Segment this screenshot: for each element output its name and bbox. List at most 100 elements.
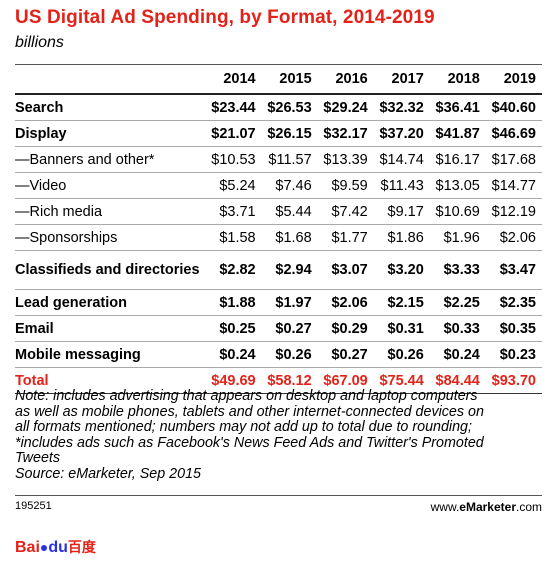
table-row: Search $23.44 $26.53 $29.24 $32.32 $36.41 $40.… (15, 94, 542, 121)
table-cell: $93.70 (485, 367, 542, 394)
table-row: Lead generation $1.88 $1.97 $2.06 $2.15 $2.25… (15, 289, 542, 316)
table-cell: $9.17 (373, 198, 430, 225)
chart-title: US Digital Ad Spending, by Format, 2014-… (15, 7, 435, 28)
note-line: *includes ads such as Facebook's News Fe… (15, 434, 484, 451)
table-cell: $67.09 (317, 367, 374, 394)
table-cell: $7.42 (317, 198, 374, 225)
row-label: —Rich media (15, 198, 206, 225)
watermark-bai: Bai (15, 539, 40, 556)
table-cell: $2.06 (485, 224, 542, 251)
table-cell: $32.32 (373, 94, 430, 121)
table-cell: $0.27 (261, 315, 318, 342)
column-header: 2018 (429, 64, 486, 95)
table-cell: $0.33 (429, 315, 486, 342)
column-header: 2015 (261, 64, 318, 95)
table-cell: $14.77 (485, 172, 542, 199)
row-label: Search (15, 94, 206, 121)
table-body: Search $23.44 $26.53 $29.24 $32.32 $36.41 $40.… (15, 94, 542, 394)
table-cell: $2.35 (485, 289, 542, 316)
table-cell: $32.17 (317, 120, 374, 147)
table-cell: $0.23 (485, 341, 542, 368)
table-cell: $41.87 (429, 120, 486, 147)
table-cell: $49.69 (205, 367, 262, 394)
table-cell: $1.88 (205, 289, 262, 316)
table-cell: $0.24 (205, 341, 262, 368)
table-cell: $3.47 (485, 250, 542, 290)
row-label: Lead generation (15, 289, 206, 316)
baidu-watermark: Bai●du百度 (15, 537, 96, 557)
table-cell: $10.69 (429, 198, 486, 225)
table-cell: $9.59 (317, 172, 374, 199)
table-cell: $1.68 (261, 224, 318, 251)
site-suffix: .com (515, 500, 542, 514)
row-label: Display (15, 120, 206, 147)
table-cell: $12.19 (485, 198, 542, 225)
table-cell: $2.82 (205, 250, 262, 290)
row-label: Email (15, 315, 206, 342)
note-line: Note: includes advertising that appears … (15, 388, 478, 404)
note-line: Tweets (15, 450, 61, 467)
table-cell: $84.44 (429, 367, 486, 394)
table-cell: $29.24 (317, 94, 374, 121)
table-cell: $26.53 (261, 94, 318, 121)
table-cell: $7.46 (261, 172, 318, 199)
row-label: —Video (15, 172, 206, 199)
header-row: 2014 2015 2016 2017 2018 2019 (15, 64, 542, 95)
table-cell: $75.44 (373, 367, 430, 394)
table-cell: $3.07 (317, 250, 374, 290)
table-cell: $0.25 (205, 315, 262, 342)
site-url: www.eMarketer.com (431, 500, 542, 514)
table-cell: $5.44 (261, 198, 318, 225)
watermark-du: du (48, 539, 68, 556)
table-cell: $10.53 (205, 146, 262, 173)
table-cell: $37.20 (373, 120, 430, 147)
table-cell: $26.15 (261, 120, 318, 147)
table-cell: $0.24 (429, 341, 486, 368)
footnote: Note: includes advertising that appears … (15, 388, 545, 483)
table-row: —Sponsorships $1.58 $1.68 $1.77 $1.86 $1.96 $2… (15, 224, 542, 251)
table-cell: $14.74 (373, 146, 430, 173)
table-cell: $0.26 (373, 341, 430, 368)
column-header: 2017 (373, 64, 430, 95)
source-line: Source: eMarketer, Sep 2015 (15, 465, 201, 482)
table-cell: $3.33 (429, 250, 486, 290)
table-row: Classifieds and directories $2.82 $2.94 $3.… (15, 250, 542, 290)
table-cell: $23.44 (205, 94, 262, 121)
site-prefix: www. (430, 500, 460, 514)
table-cell: $46.69 (485, 120, 542, 147)
table-cell: $2.25 (429, 289, 486, 316)
table-cell: $17.68 (485, 146, 542, 173)
table-row: Display $21.07 $26.15 $32.17 $37.20 $41.87 $46… (15, 120, 542, 147)
table-cell: $40.60 (485, 94, 542, 121)
table-cell: $13.05 (429, 172, 486, 199)
note-line: as well as mobile phones, tablets and ot… (15, 403, 484, 420)
chart-subtitle: billions (15, 34, 64, 51)
row-label: Total (15, 367, 206, 394)
table-cell: $3.20 (373, 250, 430, 290)
table-cell: $5.24 (205, 172, 262, 199)
table-cell: $1.97 (261, 289, 318, 316)
note-line: all formats mentioned; numbers may not a… (15, 419, 472, 436)
table-cell: $11.43 (373, 172, 430, 199)
watermark-cn: 百度 (67, 539, 96, 555)
table-row: —Rich media $3.71 $5.44 $7.42 $9.17 $10.69 $12… (15, 198, 542, 225)
table-cell: $13.39 (317, 146, 374, 173)
table-cell: $1.58 (205, 224, 262, 251)
table-cell: $21.07 (205, 120, 262, 147)
table-cell: $0.31 (373, 315, 430, 342)
header-corner (15, 64, 206, 95)
row-label: Classifieds and directories (15, 250, 206, 290)
row-label: Mobile messaging (15, 341, 206, 368)
table-cell: $0.29 (317, 315, 374, 342)
table-cell: $58.12 (261, 367, 318, 394)
table-cell: $0.35 (485, 315, 542, 342)
table-cell: $1.77 (317, 224, 374, 251)
column-header: 2019 (485, 64, 542, 95)
table-cell: $2.06 (317, 289, 374, 316)
table-cell: $11.57 (261, 146, 318, 173)
row-label: —Banners and other* (15, 146, 206, 173)
table-row: Mobile messaging $0.24 $0.26 $0.27 $0.26 $0.2… (15, 341, 542, 368)
table-cell: $3.71 (205, 198, 262, 225)
table-cell: $0.27 (317, 341, 374, 368)
table-row: —Banners and other* $10.53 $11.57 $13.39 $14… (15, 146, 542, 173)
